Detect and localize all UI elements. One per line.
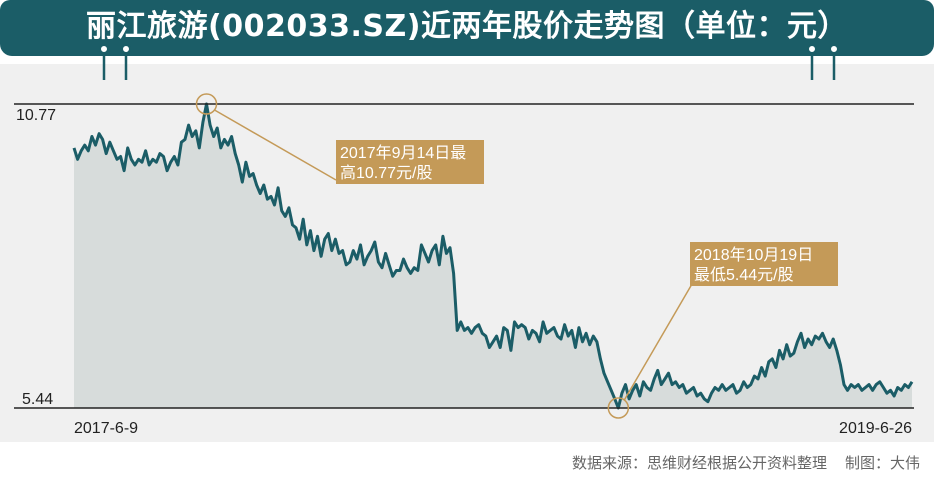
title-banner — [0, 0, 934, 56]
x-tick-label-end: 2019-6-26 — [839, 420, 912, 437]
price-area — [74, 104, 912, 408]
binder-ring-icon — [807, 44, 817, 80]
low-annotation-text: 最低5.44元/股 — [694, 266, 794, 284]
high-point-marker — [195, 93, 218, 115]
low-annotation-leader — [623, 283, 693, 401]
high-annotation-box — [336, 140, 484, 184]
author-text: 制图：大伟 — [844, 454, 920, 472]
source-note: 数据来源：思维财经根据公开资料整理 制图：大伟 — [572, 452, 920, 473]
low-annotation-box — [690, 242, 838, 286]
binder-ring-icon — [99, 44, 109, 80]
y-tick-label-high: 10.77 — [16, 107, 56, 124]
binder-rings-decoration — [99, 44, 839, 80]
high-annotation-text: 2017年9月14日最 — [340, 144, 466, 162]
high-annotation-leader — [214, 109, 337, 181]
binder-ring-icon — [121, 44, 131, 80]
low-annotation-text: 2018年10月19日 — [694, 246, 813, 264]
x-tick-label-start: 2017-6-9 — [74, 420, 138, 437]
binder-ring-icon — [829, 44, 839, 80]
y-tick-label-low: 5.44 — [22, 391, 53, 408]
price-line — [72, 102, 914, 410]
chart-title: 丽江旅游(002033.SZ)近两年股价走势图（单位：元） — [86, 9, 848, 44]
high-annotation-text: 高10.77元/股 — [340, 164, 433, 182]
source-text: 数据来源：思维财经根据公开资料整理 — [571, 454, 827, 472]
low-point-marker — [607, 397, 630, 419]
